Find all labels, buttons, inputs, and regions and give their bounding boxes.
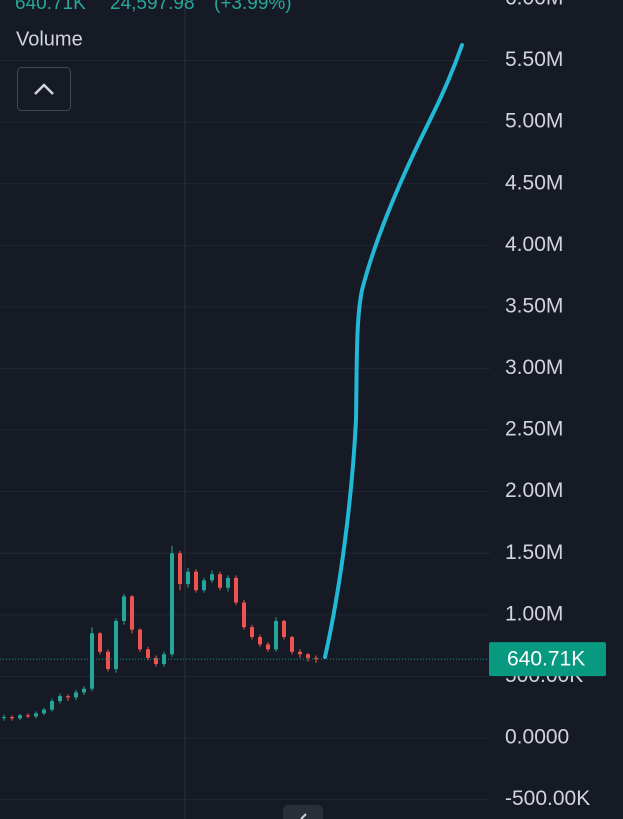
candle-body [114, 620, 118, 670]
candle-body [74, 692, 78, 698]
candle-body [266, 644, 270, 650]
scroll-button[interactable] [283, 805, 323, 819]
last-price-label: 640.71K [507, 648, 585, 671]
indicator-label: Volume [16, 28, 83, 50]
candle-body [274, 620, 278, 650]
candle-body [98, 633, 102, 652]
legend-value: 640.71K [15, 0, 86, 14]
candle-body [162, 654, 166, 665]
candle-body [234, 577, 238, 603]
candle-body [218, 574, 222, 588]
candle-body [258, 637, 262, 645]
chevron-up[interactable] [34, 83, 54, 95]
candle-body [194, 571, 198, 591]
candle-body [66, 696, 70, 698]
candle-body [306, 654, 310, 658]
candle-body [58, 696, 62, 702]
y-tick-label: 5.50M [505, 48, 563, 71]
candle-body [82, 688, 86, 693]
y-tick-label: 4.50M [505, 171, 563, 194]
candle-body [298, 651, 302, 655]
candle-body [178, 553, 182, 585]
candle-body [290, 637, 294, 652]
candle-body [170, 553, 174, 655]
legend-change: 24,597.98 [110, 0, 195, 14]
chevron-left[interactable] [300, 813, 307, 819]
y-tick-label: 1.50M [505, 541, 563, 564]
candle-body [130, 596, 134, 630]
candle-body [2, 717, 6, 719]
candle-body [34, 713, 38, 717]
candle-body [106, 651, 110, 670]
candle-body [18, 715, 22, 719]
candle-body [226, 577, 230, 588]
button-frame[interactable] [17, 67, 71, 111]
candle-body [122, 596, 126, 621]
y-tick-label: 1.00M [505, 602, 563, 625]
candle-body [146, 649, 150, 658]
candle-body [282, 620, 286, 638]
candle-body [314, 657, 318, 660]
y-tick-label: 2.50M [505, 418, 563, 441]
candle-body [210, 574, 214, 581]
candle-body [250, 627, 254, 638]
y-tick-label: 0.0000 [505, 726, 569, 749]
drawn-trend-line [323, 43, 464, 659]
candle-body [138, 629, 142, 650]
y-tick-label: -500.00K [505, 787, 590, 810]
y-tick-label: 6.00M [505, 0, 563, 10]
candle-body [186, 571, 190, 585]
y-tick-label: 3.00M [505, 356, 563, 379]
last-price-tag [489, 642, 606, 677]
candle-body [154, 657, 158, 665]
candle-body [26, 715, 30, 717]
y-tick-label: 5.00M [505, 110, 563, 133]
candles [2, 545, 318, 721]
candle-body [90, 633, 94, 689]
y-tick-label: 3.50M [505, 294, 563, 317]
candle-body [202, 580, 206, 591]
scroll-button-frame[interactable] [283, 805, 323, 819]
collapse-button[interactable] [17, 67, 71, 111]
candle-body [42, 709, 46, 714]
candle-body [50, 701, 54, 710]
y-tick-label: 2.00M [505, 479, 563, 502]
legend-percent: (+3.99%) [214, 0, 292, 14]
candle-body [10, 717, 14, 719]
y-tick-label: 4.00M [505, 233, 563, 256]
candle-body [242, 602, 246, 628]
